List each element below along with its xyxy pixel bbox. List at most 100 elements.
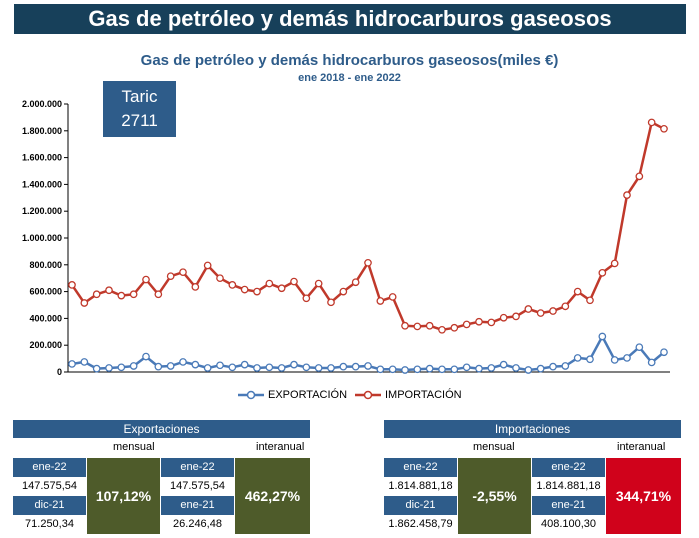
data-point-import bbox=[92, 290, 101, 299]
data-point-export bbox=[290, 360, 298, 369]
data-point-import bbox=[117, 291, 126, 300]
legend-export: EXPORTACIÓN bbox=[238, 389, 347, 401]
series-line-import bbox=[70, 121, 665, 332]
data-point-export bbox=[68, 360, 76, 368]
data-point-export bbox=[635, 343, 644, 352]
imports-prev-label: dic-21 bbox=[384, 496, 457, 515]
data-point-export bbox=[129, 362, 138, 370]
data-point-export bbox=[450, 365, 459, 374]
exports-prev-label: dic-21 bbox=[13, 496, 86, 515]
data-point-import bbox=[610, 259, 619, 268]
data-point-import bbox=[302, 294, 311, 303]
data-point-export bbox=[462, 363, 471, 372]
data-point-export bbox=[512, 364, 520, 372]
data-point-export bbox=[105, 364, 113, 372]
imports-ia-prev-value: 408.100,30 bbox=[540, 518, 597, 530]
legend-import-label: IMPORTACIÓN bbox=[385, 389, 462, 401]
data-point-export bbox=[154, 362, 163, 371]
data-point-export bbox=[376, 365, 385, 374]
data-point-import bbox=[191, 283, 200, 291]
data-point-import bbox=[154, 290, 163, 299]
taric-box: Taric 2711 bbox=[103, 81, 176, 137]
data-point-import bbox=[647, 118, 656, 127]
data-point-export bbox=[413, 365, 422, 374]
data-point-export bbox=[524, 366, 533, 374]
data-point-import bbox=[277, 284, 286, 293]
data-point-import bbox=[240, 285, 249, 294]
legend-import: IMPORTACIÓN bbox=[355, 389, 462, 401]
data-point-import bbox=[339, 287, 348, 296]
data-point-export bbox=[388, 365, 397, 374]
y-tick-label: 800.000 bbox=[29, 260, 62, 270]
data-point-import bbox=[450, 323, 459, 332]
imports-interanual-label: interanual bbox=[617, 441, 666, 453]
data-point-export bbox=[228, 363, 237, 372]
data-point-export bbox=[660, 348, 668, 357]
data-point-import bbox=[327, 298, 335, 307]
imports-mensual-label: mensual bbox=[473, 441, 515, 453]
imports-ia-cur-value: 1.814.881,18 bbox=[536, 480, 601, 492]
data-point-export bbox=[216, 361, 224, 370]
legend-import-marker-icon bbox=[355, 390, 381, 400]
data-point-import bbox=[635, 172, 644, 181]
data-point-import bbox=[536, 309, 545, 317]
y-tick-label: 200.000 bbox=[29, 340, 62, 350]
data-point-import bbox=[166, 272, 175, 281]
data-point-import bbox=[290, 277, 298, 286]
data-point-import bbox=[561, 302, 570, 311]
data-point-export bbox=[475, 364, 483, 373]
data-point-import bbox=[475, 317, 483, 326]
exports-ia-cur-label: ene-22 bbox=[161, 458, 234, 477]
data-point-export bbox=[623, 354, 631, 362]
y-tick-label: 1.600.000 bbox=[22, 153, 62, 163]
data-point-export bbox=[179, 358, 187, 366]
data-point-import bbox=[314, 279, 323, 288]
legend-export-label: EXPORTACIÓN bbox=[268, 389, 348, 401]
data-point-export bbox=[401, 366, 409, 374]
data-point-export bbox=[327, 364, 335, 372]
exports-interanual-pct: 462,27% bbox=[235, 458, 310, 534]
data-point-import bbox=[105, 286, 113, 295]
data-point-export bbox=[191, 360, 200, 369]
taric-code: 2711 bbox=[121, 111, 158, 130]
imports-mensual-pct: -2,55% bbox=[458, 458, 531, 534]
data-point-import bbox=[376, 297, 385, 305]
data-point-import bbox=[598, 268, 607, 277]
page-banner-title: Gas de petróleo y demás hidrocarburos ga… bbox=[14, 4, 686, 34]
exports-ia-prev-value: 26.246,48 bbox=[173, 518, 222, 530]
imports-ia-cur-label: ene-22 bbox=[532, 458, 605, 477]
imports-cur-label: ene-22 bbox=[384, 458, 457, 477]
y-tick-label: 1.400.000 bbox=[22, 179, 62, 189]
data-point-export bbox=[80, 358, 89, 366]
imports-table-title: Importaciones bbox=[384, 420, 681, 438]
legend-export-marker-icon bbox=[238, 390, 264, 400]
data-point-export bbox=[573, 354, 582, 362]
y-tick-label: 1.800.000 bbox=[22, 126, 62, 136]
data-point-import bbox=[179, 268, 187, 277]
exports-table-title: Exportaciones bbox=[13, 420, 310, 438]
data-point-import bbox=[573, 287, 582, 296]
data-point-export bbox=[166, 362, 175, 370]
exports-prev-value: 71.250,34 bbox=[25, 518, 74, 530]
data-point-import bbox=[413, 322, 422, 331]
data-point-import bbox=[462, 320, 471, 329]
data-point-export bbox=[339, 362, 348, 371]
imports-prev-value: 1.862.458,79 bbox=[388, 518, 453, 530]
data-point-export bbox=[253, 364, 261, 372]
data-point-import bbox=[660, 124, 668, 133]
data-point-import bbox=[586, 296, 594, 305]
y-tick-label: 2.000.000 bbox=[22, 99, 62, 109]
data-point-import bbox=[129, 290, 138, 299]
data-point-export bbox=[240, 360, 249, 369]
data-point-export bbox=[561, 362, 570, 370]
data-point-import bbox=[228, 281, 237, 289]
data-point-import bbox=[438, 325, 446, 334]
y-tick-label: 1.200.000 bbox=[22, 206, 62, 216]
data-point-import bbox=[425, 321, 434, 330]
line-chart: 0 200.000 400.000 600.000 800.000 1.000.000 1.… bbox=[22, 99, 670, 377]
exports-ia-prev-label: ene-21 bbox=[161, 496, 234, 515]
data-point-import bbox=[388, 293, 397, 301]
data-point-export bbox=[364, 362, 372, 370]
data-point-import bbox=[549, 307, 557, 315]
data-point-export bbox=[142, 352, 150, 361]
